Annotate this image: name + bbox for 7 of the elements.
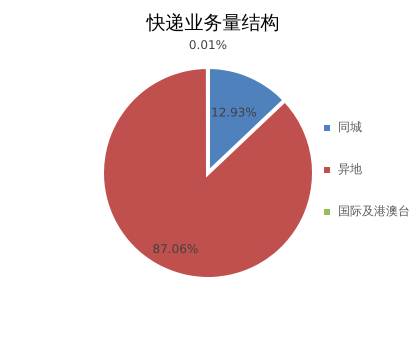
legend-label: 国际及港澳台 <box>338 203 410 220</box>
data-label: 87.06% <box>152 242 198 256</box>
chart-title: 快递业务量结构 <box>145 11 280 36</box>
data-label: 12.93% <box>211 106 257 120</box>
data-label: 0.01% <box>188 38 228 52</box>
legend-label: 异地 <box>338 161 362 178</box>
legend-label: 同城 <box>338 119 362 136</box>
